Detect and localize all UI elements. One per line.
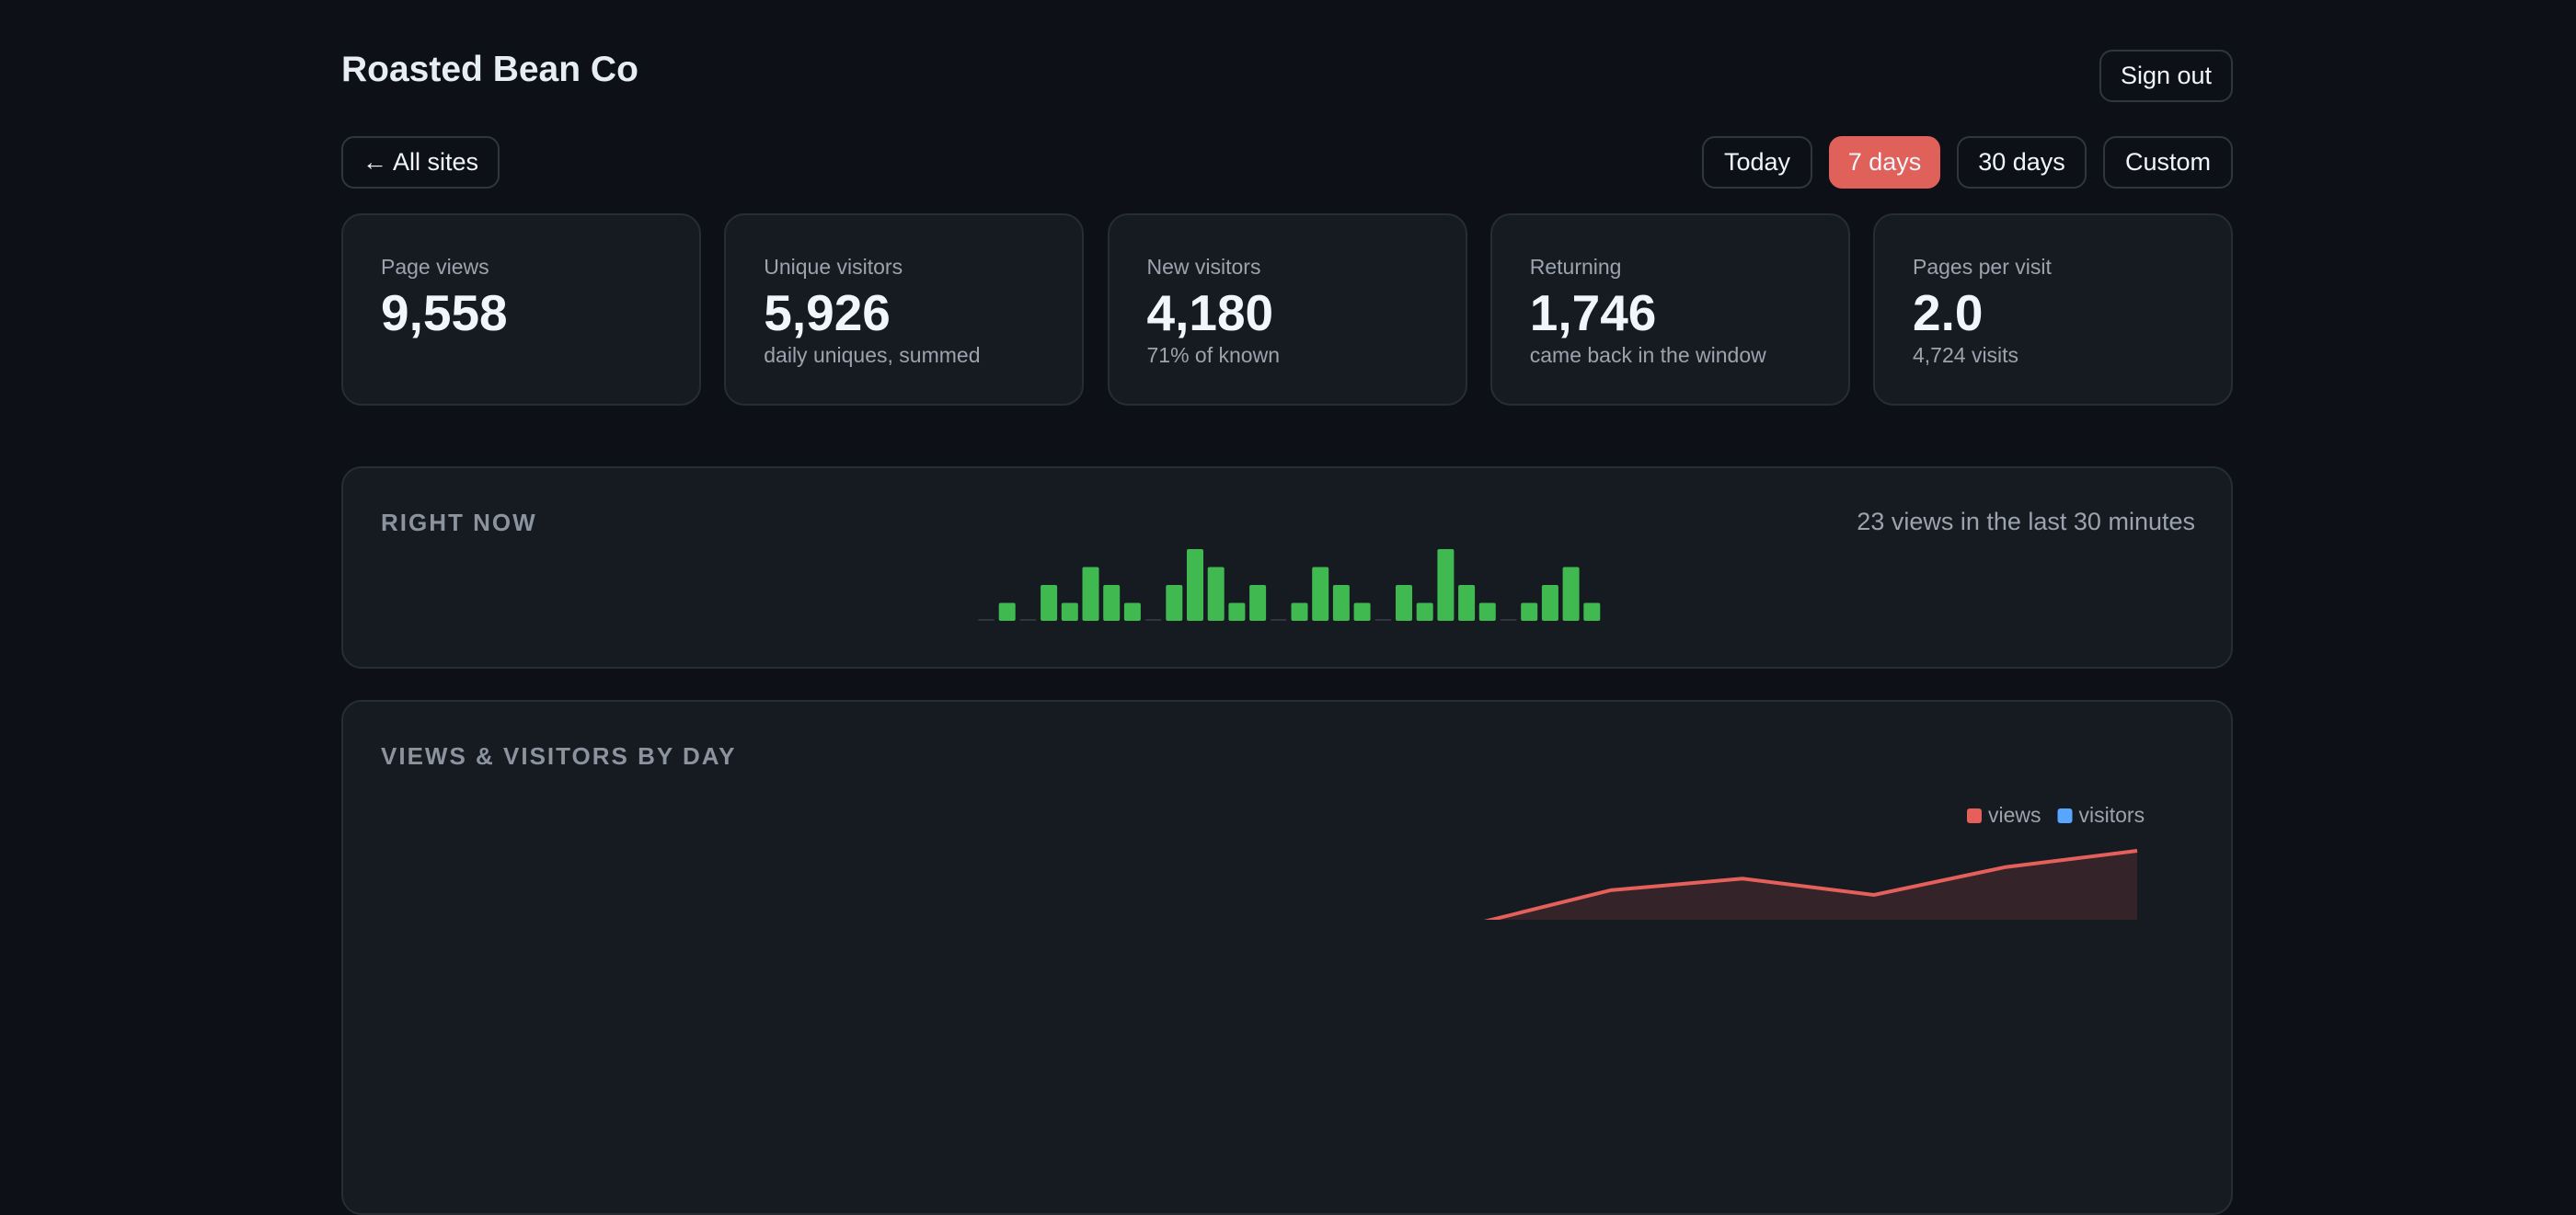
- legend-label: views: [1988, 803, 2041, 827]
- stat-label: Page views: [381, 255, 489, 279]
- bar: [1061, 602, 1078, 621]
- bar: [1396, 585, 1412, 621]
- stat-label: Returning: [1529, 255, 1622, 279]
- bar: [1562, 567, 1580, 621]
- bar: [1207, 567, 1225, 621]
- right-now-card: RIGHT NOW 23 views in the last 30 minute…: [341, 466, 2233, 669]
- stat-value: 9,558: [381, 284, 508, 341]
- bar: [1019, 619, 1037, 621]
- stat-note: 71% of known: [1146, 343, 1280, 367]
- stat-note: daily uniques, summed: [764, 343, 981, 367]
- range-button[interactable]: 7 days: [1829, 136, 1940, 189]
- stat-label: Pages per visit: [1913, 255, 2052, 279]
- page: Roasted Bean Co Sign out ← All sites Tod…: [341, 50, 2233, 1215]
- legend-label: visitors: [2079, 803, 2145, 827]
- legend-swatch: [1967, 808, 1982, 823]
- bar: [978, 619, 995, 621]
- stat-note: came back in the window: [1529, 343, 1766, 367]
- range-button[interactable]: Today: [1702, 136, 1812, 189]
- bar: [1291, 602, 1308, 621]
- bar: [1583, 602, 1601, 621]
- bar: [1500, 619, 1517, 621]
- stat-value: 2.0: [1913, 284, 1984, 341]
- back-button[interactable]: ← All sites: [341, 136, 500, 189]
- legend-swatch: [2057, 808, 2073, 823]
- stat-card: Pages per visit 2.0 4,724 visits: [1873, 213, 2233, 406]
- bar: [1437, 549, 1455, 621]
- section-title: RIGHT NOW: [381, 509, 537, 536]
- bar: [1166, 585, 1183, 621]
- bar: [1041, 585, 1058, 621]
- bar: [1478, 602, 1496, 621]
- bar: [1312, 567, 1329, 621]
- bar: [1416, 602, 1433, 621]
- bar: [1374, 619, 1392, 621]
- charts: views visitors: [978, 549, 2145, 920]
- stat-card: New visitors 4,180 71% of known: [1107, 213, 1467, 406]
- stat-label: New visitors: [1146, 255, 1261, 279]
- stat-value: 5,926: [764, 284, 891, 341]
- stat-label: Unique visitors: [764, 255, 903, 279]
- site-title: Roasted Bean Co: [341, 50, 638, 89]
- bar: [1541, 585, 1558, 621]
- stat-note: 4,724 visits: [1913, 343, 2019, 367]
- range-button[interactable]: 30 days: [1957, 136, 2087, 189]
- stat-value: 4,180: [1146, 284, 1274, 341]
- bar: [1103, 585, 1121, 621]
- summary: 23 views in the last 30 minutes: [1857, 508, 2195, 535]
- bar: [1123, 602, 1141, 621]
- bar: [1187, 549, 1203, 621]
- stat-card: Unique visitors 5,926 daily uniques, summe…: [724, 213, 1085, 406]
- stat-value: 1,746: [1529, 284, 1657, 341]
- bar: [1458, 585, 1476, 621]
- bar: [1353, 602, 1371, 621]
- bar: [1144, 619, 1162, 621]
- bar: [1270, 619, 1287, 621]
- bar: [1249, 585, 1267, 621]
- bar: [1332, 585, 1350, 621]
- stat-card: Page views 9,558: [341, 213, 701, 406]
- stat-card: Returning 1,746 came back in the window: [1489, 213, 1850, 406]
- bar: [1082, 567, 1099, 621]
- bar: [1521, 602, 1538, 621]
- range-button[interactable]: Custom: [2103, 136, 2233, 189]
- bar: [1228, 602, 1246, 621]
- bar: [998, 602, 1016, 621]
- section-title: VIEWS & VISITORS BY DAY: [381, 742, 737, 770]
- area: [1491, 851, 2137, 920]
- sign-out-button[interactable]: Sign out: [2099, 50, 2233, 102]
- line: [1483, 849, 2138, 920]
